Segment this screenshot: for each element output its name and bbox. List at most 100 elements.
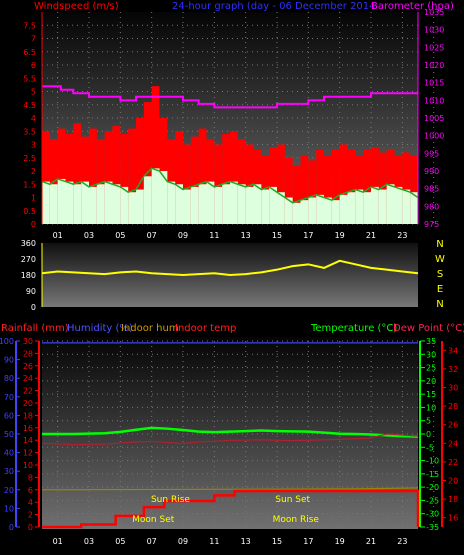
dew-point-axis-label: Dew Point (°C) <box>393 323 464 334</box>
wind-x-axis-ticks: 01 03 05 07 09 11 13 15 17 19 21 23 <box>53 231 408 240</box>
average-bar <box>198 184 207 224</box>
rainfall-tick-label: 16 <box>23 424 33 433</box>
hour-tick-label: 11 <box>209 231 219 240</box>
average-bar <box>167 181 176 224</box>
compass-label: W <box>435 254 445 265</box>
temperature-tick-label: -15 <box>426 470 439 479</box>
humidity-tick-label: 40 <box>4 449 14 458</box>
gust-bar <box>292 165 301 224</box>
gust-bar <box>237 139 246 224</box>
gust-bar <box>112 125 121 224</box>
barometer-tick-label: 1010 <box>424 96 444 105</box>
average-bar <box>206 181 215 224</box>
barometer-tick-label: 1035 <box>424 8 444 17</box>
temperature-tick-label: 25 <box>426 364 436 373</box>
barometer-axis-label: Barometer (hpa) <box>371 1 454 12</box>
average-bar <box>42 181 50 224</box>
average-bar <box>49 184 58 224</box>
average-bar <box>175 184 183 224</box>
indoor-temp-tick-label: 20 <box>448 477 458 486</box>
barometer-tick-label: 1025 <box>424 43 444 52</box>
rainfall-tick-label: 22 <box>23 387 33 396</box>
hour-tick-label: 09 <box>178 537 188 546</box>
average-bar <box>331 200 340 224</box>
average-bar <box>339 194 348 224</box>
rainfall-tick-label: 10 <box>23 461 33 470</box>
hour-tick-label: 23 <box>397 231 407 240</box>
average-bar <box>151 168 160 224</box>
hour-tick-label: 07 <box>147 231 157 240</box>
gust-bar <box>89 128 97 224</box>
temperature-tick-label: 10 <box>426 403 436 412</box>
gust-bar <box>324 155 332 224</box>
humidity-tick-label: 90 <box>4 356 14 365</box>
gust-bar <box>96 139 105 224</box>
average-bar <box>183 189 191 224</box>
hour-tick-label: 05 <box>115 537 125 546</box>
compass-label: E <box>437 284 443 295</box>
average-bar <box>410 192 418 224</box>
gust-bar <box>222 133 230 224</box>
average-bar <box>402 189 411 224</box>
gust-bar <box>277 144 285 224</box>
barometer-tick-label: 985 <box>424 185 439 194</box>
gust-bar <box>151 86 160 224</box>
barometer-tick-label: 1000 <box>424 132 444 141</box>
average-bar <box>347 192 356 224</box>
indoor-temp-tick-label: 24 <box>448 439 458 448</box>
indoor-temp-tick-label: 16 <box>448 514 458 523</box>
humidity-axis-label: Humidity (%) <box>67 323 133 334</box>
hour-tick-label: 17 <box>303 231 313 240</box>
average-bar <box>89 186 97 224</box>
rainfall-tick-label: 2 <box>28 511 33 520</box>
indoor-humidity-label: Indoor hum <box>121 323 179 334</box>
gust-bar <box>65 133 74 224</box>
gust-bar <box>347 149 356 224</box>
barometer-tick-label: 990 <box>424 167 439 176</box>
average-bar <box>81 181 89 224</box>
windspeed-tick-label: 7.5 <box>23 21 36 30</box>
direction-tick-label: 360 <box>21 239 36 248</box>
indoor-temp-tick-label: 32 <box>448 365 458 374</box>
average-bar <box>128 192 136 224</box>
hour-tick-label: 13 <box>241 231 251 240</box>
hour-tick-label: 01 <box>53 231 63 240</box>
rainfall-tick-label: 0 <box>28 523 33 532</box>
average-line <box>41 167 419 204</box>
gust-bar <box>128 128 136 224</box>
gust-bar <box>73 123 82 224</box>
indoor-temp-tick-label: 28 <box>448 402 458 411</box>
average-bar <box>159 171 168 224</box>
humidity-tick-label: 60 <box>4 411 14 420</box>
sun-moon-label: Moon Set <box>132 515 175 525</box>
rainfall-tick-label: 18 <box>23 411 33 420</box>
average-bar <box>300 200 309 224</box>
windspeed-tick-label: 4.5 <box>23 101 36 110</box>
temperature-axis-label: Temperature (°C) <box>310 323 397 334</box>
average-bar <box>65 181 74 224</box>
direction-tick-label: 180 <box>21 271 36 280</box>
average-bar <box>230 181 238 224</box>
barometer-tick-label: 1020 <box>424 61 444 70</box>
average-bar <box>371 186 379 224</box>
humidity-tick-label: 0 <box>9 523 14 532</box>
rainfall-tick-label: 14 <box>23 436 33 445</box>
indoor-temp-tick-label: 34 <box>448 346 458 355</box>
gust-bar <box>214 144 223 224</box>
hour-tick-label: 21 <box>366 231 376 240</box>
indoor-temperature-label: Indoor temp <box>175 323 236 334</box>
gust-bar <box>143 102 152 224</box>
rainfall-tick-label: 30 <box>23 337 33 346</box>
hour-tick-label: 09 <box>178 231 188 240</box>
temperature-series <box>41 342 420 529</box>
barometer-tick-label: 1005 <box>424 114 444 123</box>
average-bar <box>308 197 317 224</box>
gust-bar <box>363 149 371 224</box>
indoor-temp-tick-label: 18 <box>448 495 458 504</box>
temperature-tick-label: -20 <box>426 483 439 492</box>
gust-bar <box>378 152 387 224</box>
windspeed-tick-label: 3 <box>31 141 36 150</box>
windspeed-tick-label: 1.5 <box>23 180 36 189</box>
